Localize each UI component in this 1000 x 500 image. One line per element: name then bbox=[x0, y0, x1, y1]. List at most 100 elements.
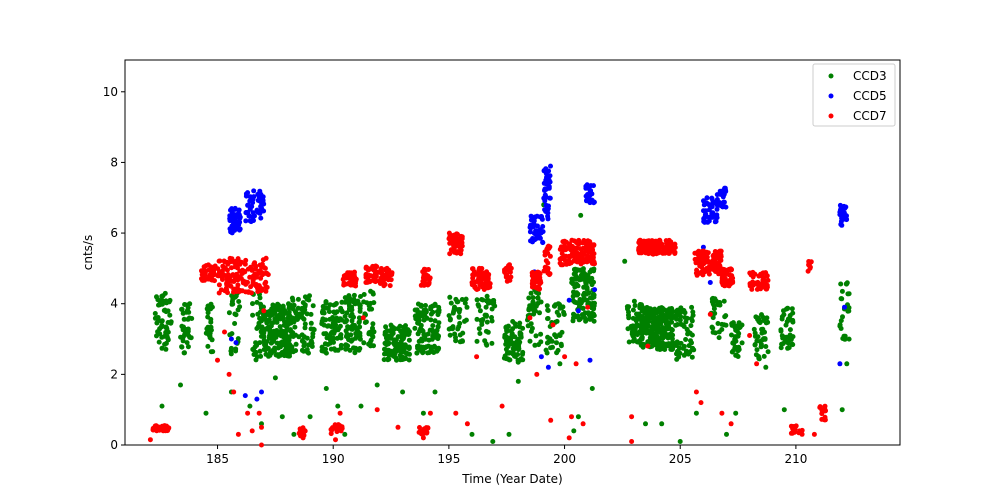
data-point bbox=[687, 330, 693, 336]
data-point bbox=[504, 335, 510, 341]
data-point bbox=[710, 315, 716, 321]
data-point bbox=[304, 296, 310, 302]
data-point bbox=[845, 291, 851, 297]
data-point bbox=[222, 329, 227, 335]
data-point bbox=[391, 325, 397, 331]
data-point bbox=[692, 250, 698, 256]
data-point bbox=[358, 403, 364, 409]
data-point bbox=[557, 333, 563, 339]
data-point bbox=[646, 330, 652, 336]
data-point bbox=[656, 239, 662, 245]
data-point bbox=[258, 353, 264, 359]
data-point bbox=[545, 216, 551, 222]
data-point bbox=[160, 293, 166, 299]
data-point bbox=[184, 340, 190, 346]
series-ccd7 bbox=[147, 230, 828, 448]
data-point bbox=[215, 357, 220, 363]
data-point bbox=[589, 316, 594, 322]
data-point bbox=[699, 264, 705, 270]
data-point bbox=[506, 350, 512, 356]
data-point bbox=[527, 338, 533, 344]
data-point bbox=[733, 327, 739, 333]
data-point bbox=[484, 283, 490, 288]
data-point bbox=[180, 338, 186, 344]
data-point bbox=[641, 238, 647, 244]
data-point bbox=[762, 336, 768, 342]
data-point bbox=[235, 285, 240, 291]
data-point bbox=[507, 268, 513, 274]
data-point bbox=[254, 207, 260, 213]
data-point bbox=[749, 283, 755, 289]
data-point bbox=[785, 345, 791, 351]
data-point bbox=[506, 431, 512, 437]
data-point bbox=[162, 423, 168, 429]
data-point bbox=[400, 389, 406, 395]
data-point bbox=[779, 333, 785, 339]
data-point bbox=[388, 335, 394, 341]
data-point bbox=[152, 311, 158, 316]
data-point bbox=[560, 304, 566, 310]
data-point bbox=[547, 253, 553, 259]
data-point bbox=[258, 215, 264, 221]
data-point bbox=[548, 345, 554, 351]
data-point bbox=[378, 269, 384, 274]
data-point bbox=[276, 313, 282, 319]
data-point bbox=[435, 324, 441, 329]
data-point bbox=[699, 269, 705, 275]
data-point bbox=[846, 336, 852, 342]
data-point bbox=[208, 306, 214, 312]
data-point bbox=[208, 301, 214, 307]
data-point bbox=[254, 396, 260, 402]
data-point bbox=[452, 331, 458, 337]
data-point bbox=[643, 421, 648, 427]
x-tick-label: 190 bbox=[322, 452, 345, 466]
data-point bbox=[578, 212, 584, 218]
data-point bbox=[361, 292, 367, 297]
data-point bbox=[293, 315, 299, 321]
data-point bbox=[308, 320, 314, 326]
data-point bbox=[423, 267, 429, 273]
data-point bbox=[713, 269, 718, 274]
data-point bbox=[404, 350, 410, 356]
x-tick-label: 200 bbox=[553, 452, 576, 466]
data-point bbox=[259, 424, 264, 430]
data-point bbox=[229, 301, 235, 307]
data-point bbox=[570, 298, 576, 303]
data-point bbox=[589, 305, 595, 311]
data-point bbox=[295, 296, 301, 302]
data-point bbox=[751, 326, 757, 332]
data-point bbox=[846, 308, 852, 314]
data-point bbox=[425, 350, 431, 356]
data-point bbox=[483, 304, 489, 310]
data-point bbox=[761, 274, 767, 280]
data-point bbox=[446, 230, 452, 236]
data-point bbox=[664, 324, 670, 330]
data-point bbox=[761, 318, 767, 323]
data-point bbox=[583, 282, 589, 288]
data-point bbox=[540, 239, 546, 245]
data-point bbox=[299, 305, 305, 311]
data-point bbox=[351, 296, 357, 302]
data-point bbox=[228, 351, 234, 357]
data-point bbox=[822, 417, 828, 423]
data-point bbox=[652, 333, 658, 339]
data-point bbox=[269, 309, 274, 315]
data-point bbox=[660, 335, 666, 341]
data-point bbox=[330, 320, 336, 326]
data-point bbox=[203, 410, 209, 416]
data-point bbox=[412, 307, 418, 313]
data-point bbox=[632, 303, 638, 308]
data-point bbox=[357, 302, 363, 308]
data-point bbox=[276, 303, 282, 308]
data-point bbox=[644, 305, 650, 310]
data-point bbox=[264, 326, 270, 332]
data-point bbox=[635, 339, 641, 345]
data-point bbox=[258, 275, 264, 281]
data-point bbox=[591, 292, 597, 298]
data-point bbox=[155, 424, 161, 430]
data-point bbox=[259, 287, 265, 293]
data-point bbox=[279, 414, 285, 420]
data-point bbox=[570, 281, 576, 287]
data-point bbox=[528, 328, 534, 334]
legend-label: CCD3 bbox=[853, 69, 887, 83]
